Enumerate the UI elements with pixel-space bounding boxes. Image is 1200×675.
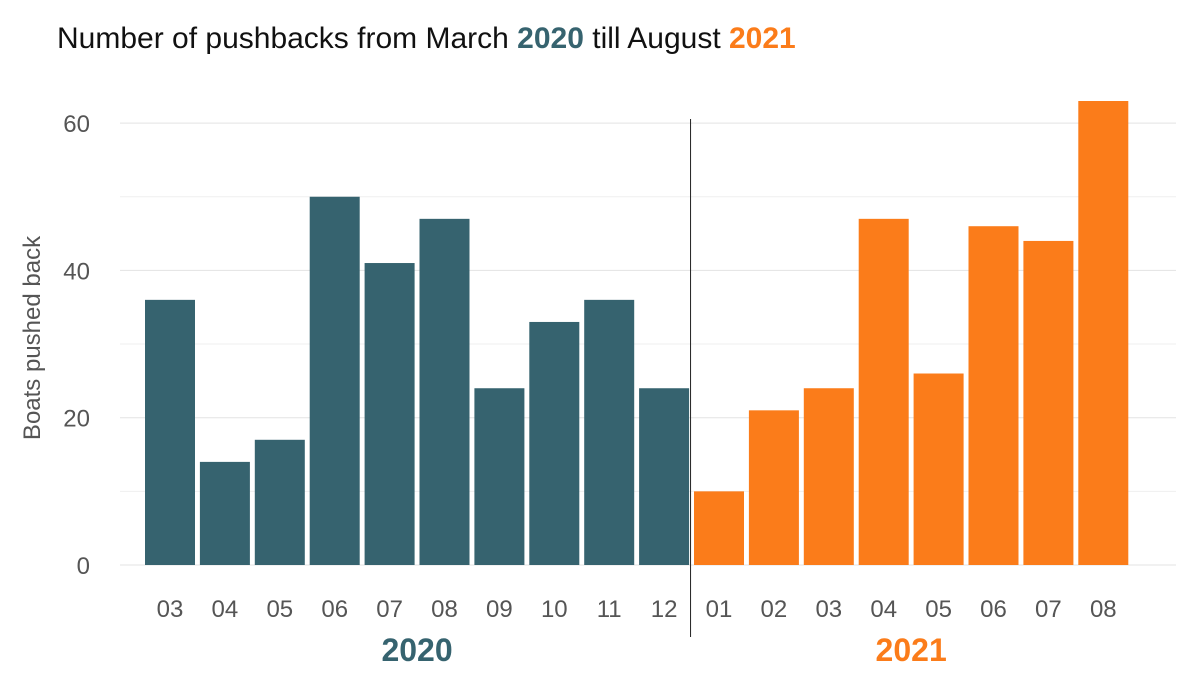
- y-tick-label: 20: [63, 406, 90, 433]
- x-tick-label: 06: [980, 596, 1007, 623]
- x-tick-label: 08: [1090, 596, 1117, 623]
- x-axis-ticks: 03 04 05 06 07 08 09 10 11 12 01 02 03 04 05 06 07 08: [157, 596, 1117, 623]
- bar-2021-06: [968, 226, 1019, 565]
- bar-2020-10: [529, 321, 580, 565]
- x-tick-label: 04: [212, 596, 239, 623]
- x-tick-label: 06: [321, 596, 348, 623]
- bar-2020-07: [364, 263, 415, 565]
- bar-2020-09: [474, 388, 525, 565]
- bar-2020-04: [199, 461, 250, 565]
- bars: [145, 101, 1129, 566]
- y-axis-ticks: 0 20 40 60: [63, 111, 90, 580]
- bar-2021-01: [694, 491, 744, 565]
- y-tick-label: 40: [63, 258, 90, 285]
- bar-2021-03: [803, 388, 854, 565]
- bar-2020-12: [639, 388, 690, 565]
- x-tick-label: 07: [1035, 596, 1062, 623]
- bar-2020-06: [309, 196, 360, 565]
- x-tick-label: 10: [541, 596, 568, 623]
- x-tick-label: 04: [870, 596, 897, 623]
- y-axis-title: Boats pushed back: [19, 235, 46, 440]
- x-tick-label: 11: [597, 596, 622, 623]
- x-tick-label: 02: [761, 596, 788, 623]
- bar-2021-05: [913, 373, 964, 565]
- bar-2020-03: [145, 299, 195, 565]
- x-tick-label: 09: [486, 596, 513, 623]
- bar-2021-07: [1023, 240, 1074, 565]
- title-prefix: Number of pushbacks from March: [57, 22, 518, 55]
- x-tick-label: 01: [706, 596, 733, 623]
- bar-2021-08: [1078, 101, 1129, 565]
- x-tick-label: 03: [157, 596, 184, 623]
- x-tick-label: 03: [815, 596, 842, 623]
- chart-title: Number of pushbacks from March 2020 till…: [57, 22, 796, 56]
- x-tick-label: 08: [431, 596, 458, 623]
- year-labels: 2020 2021: [381, 632, 946, 668]
- bar-2021-04: [858, 218, 909, 566]
- title-year-2020: 2020: [517, 22, 584, 55]
- x-tick-label: 07: [376, 596, 403, 623]
- x-tick-label: 12: [651, 596, 678, 623]
- title-year-2021: 2021: [729, 22, 796, 55]
- x-tick-label: 05: [266, 596, 293, 623]
- year-label-2020: 2020: [381, 632, 452, 668]
- y-tick-label: 0: [77, 553, 90, 580]
- year-label-2021: 2021: [876, 632, 947, 668]
- bar-2020-11: [584, 299, 635, 565]
- bar-2020-08: [419, 218, 470, 566]
- x-tick-label: 05: [925, 596, 952, 623]
- title-middle: till August: [583, 22, 729, 55]
- bar-2021-02: [748, 410, 799, 565]
- y-tick-label: 60: [63, 111, 90, 138]
- bar-2020-05: [254, 439, 305, 565]
